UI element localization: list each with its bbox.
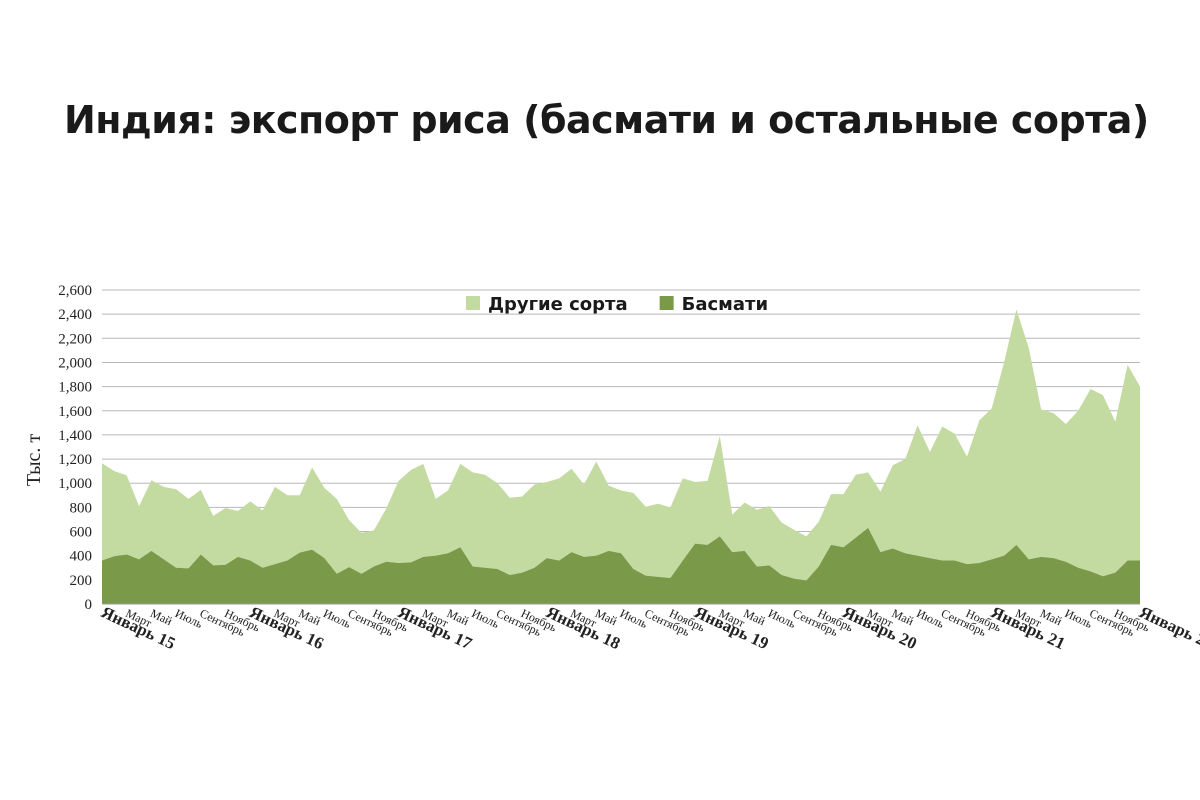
y-tick-label: 1,000	[58, 476, 92, 492]
area-layers	[102, 309, 1140, 604]
y-tick-label: 800	[70, 500, 93, 516]
legend: Другие сорта Басмати	[466, 294, 768, 315]
y-tick-label: 1,200	[58, 452, 92, 468]
y-tick-label: 2,400	[58, 307, 92, 323]
y-tick-label: 1,400	[58, 428, 92, 444]
y-tick-label: 600	[70, 525, 93, 541]
legend-swatch	[659, 296, 674, 310]
y-axis-label: Тыс. т	[23, 434, 45, 487]
y-axis-ticks: 0 200 400 600 800 1,000 1,200 1,400 1,600 1,800 2,…	[58, 283, 92, 613]
y-tick-label: 2,600	[58, 283, 92, 299]
y-tick-label: 200	[70, 573, 93, 589]
y-tick-label: 2,000	[58, 355, 92, 371]
legend-label: Другие сорта	[488, 294, 628, 315]
legend-label: Басмати	[682, 294, 768, 315]
area-basmati	[102, 527, 1140, 604]
page-title: Индия: экспорт риса (басмати и остальные…	[64, 98, 1149, 142]
y-tick-label: 0	[85, 597, 93, 613]
y-tick-label: 400	[70, 549, 93, 565]
x-axis-ticks: Январь 15МартМайИюльСентябрьНоябрьЯнварь…	[98, 602, 1200, 653]
y-tick-label: 2,200	[58, 331, 92, 347]
area-other-varieties	[102, 309, 1140, 581]
y-tick-label: 1,600	[58, 404, 92, 420]
y-tick-label: 1,800	[58, 380, 92, 396]
legend-swatch	[466, 296, 480, 310]
